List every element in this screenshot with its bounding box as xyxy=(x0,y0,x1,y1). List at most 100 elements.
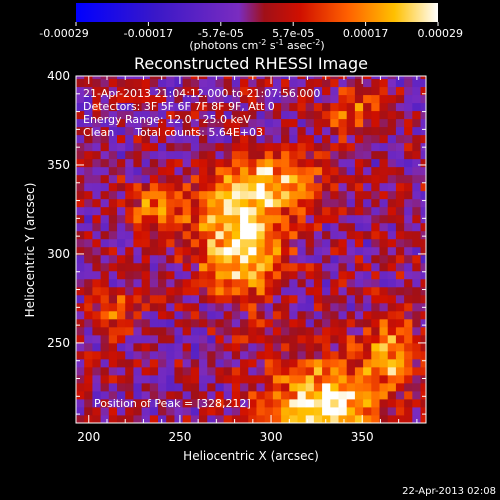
heatmap-cell xyxy=(182,78,192,88)
heatmap-cell xyxy=(363,110,372,120)
heatmap-cell xyxy=(182,174,192,184)
heatmap-cell xyxy=(338,374,348,384)
heatmap-cell xyxy=(158,142,167,152)
heatmap-cell xyxy=(330,390,339,400)
heatmap-cell xyxy=(272,118,282,128)
heatmap-cell xyxy=(387,126,397,136)
heatmap-cell xyxy=(322,198,331,208)
heatmap-cell xyxy=(346,414,356,423)
heatmap-cell xyxy=(149,358,159,368)
heatmap-cell xyxy=(354,374,364,384)
heatmap-cell xyxy=(166,150,175,160)
heatmap-cell xyxy=(371,158,380,168)
heatmap-cell xyxy=(182,150,192,160)
heatmap-cell xyxy=(387,190,397,200)
heatmap-cell xyxy=(182,134,192,144)
heatmap-cell xyxy=(338,134,348,144)
heatmap-cell xyxy=(149,190,159,200)
heatmap-cell xyxy=(346,278,356,288)
heatmap-cell xyxy=(117,214,126,224)
heatmap-cell xyxy=(387,174,397,184)
heatmap-cell xyxy=(297,286,307,296)
heatmap-cell xyxy=(149,334,159,344)
heatmap-cell xyxy=(330,382,339,392)
heatmap-cell xyxy=(305,214,315,224)
heatmap-cell xyxy=(125,246,134,256)
heatmap-cell xyxy=(338,382,348,392)
heatmap-cell xyxy=(108,134,118,144)
heatmap-cell xyxy=(272,390,282,400)
heatmap-cell xyxy=(256,198,266,208)
heatmap-cell xyxy=(404,174,413,184)
heatmap-cell xyxy=(76,262,85,272)
heatmap-cell xyxy=(330,78,339,88)
heatmap-cell xyxy=(371,214,380,224)
heatmap-cell xyxy=(215,246,225,256)
heatmap-cell xyxy=(272,142,282,152)
heatmap-cell xyxy=(264,76,274,80)
heatmap-cell xyxy=(305,326,315,336)
heatmap-cell xyxy=(190,270,200,280)
heatmap-cell xyxy=(248,246,257,256)
heatmap-cell xyxy=(379,382,389,392)
heatmap-cell xyxy=(387,294,397,304)
heatmap-cell xyxy=(256,382,266,392)
heatmap-cell xyxy=(346,270,356,280)
heatmap-cell xyxy=(240,134,249,144)
heatmap-cell xyxy=(313,390,323,400)
heatmap-cell xyxy=(199,198,208,208)
heatmap-cell xyxy=(207,286,216,296)
heatmap-cell xyxy=(158,126,167,136)
heatmap-cell xyxy=(420,254,426,264)
heatmap-cell xyxy=(272,110,282,120)
heatmap-cell xyxy=(256,326,266,336)
heatmap-cell xyxy=(84,110,93,120)
heatmap-cell xyxy=(108,382,118,392)
heatmap-cell xyxy=(84,102,93,112)
x-tick-label: 350 xyxy=(351,430,374,444)
heatmap-cell xyxy=(322,358,331,368)
heatmap-cell xyxy=(190,366,200,376)
heatmap-cell xyxy=(158,254,167,264)
heatmap-cell xyxy=(149,278,159,288)
x-tick-label: 250 xyxy=(168,430,191,444)
heatmap-cell xyxy=(84,222,93,232)
heatmap-cell xyxy=(322,382,331,392)
heatmap-cell xyxy=(117,326,126,336)
heatmap-cell xyxy=(207,118,216,128)
heatmap-cell xyxy=(379,294,389,304)
heatmap-cell xyxy=(215,350,225,360)
heatmap-cell xyxy=(125,326,134,336)
heatmap-cell xyxy=(371,78,380,88)
heatmap-cell xyxy=(354,390,364,400)
heatmap-cell xyxy=(264,358,274,368)
heatmap-cell xyxy=(387,366,397,376)
heatmap-cell xyxy=(363,406,372,416)
heatmap-cell xyxy=(240,102,249,112)
heatmap-cell xyxy=(158,150,167,160)
heatmap-cell xyxy=(338,334,348,344)
heatmap-cell xyxy=(108,118,118,128)
heatmap-cell xyxy=(322,158,331,168)
heatmap-cell xyxy=(289,134,298,144)
heatmap-cell xyxy=(272,238,282,248)
heatmap-cell xyxy=(231,318,241,328)
heatmap-cell xyxy=(264,374,274,384)
heatmap-cell xyxy=(297,310,307,320)
heatmap-cell xyxy=(371,118,380,128)
heatmap-cell xyxy=(264,310,274,320)
heatmap-cell xyxy=(387,158,397,168)
heatmap-cell xyxy=(166,94,175,104)
heatmap-cell xyxy=(84,126,93,136)
heatmap-cell xyxy=(190,134,200,144)
heatmap-cell xyxy=(289,326,298,336)
heatmap-cell xyxy=(215,110,225,120)
heatmap-cell xyxy=(272,198,282,208)
heatmap-cell xyxy=(223,118,233,128)
heatmap-cell xyxy=(395,374,405,384)
heatmap-cell xyxy=(166,294,175,304)
heatmap-cell xyxy=(182,382,192,392)
heatmap-cell xyxy=(231,366,241,376)
heatmap-cell xyxy=(158,190,167,200)
heatmap-cell xyxy=(281,150,290,160)
